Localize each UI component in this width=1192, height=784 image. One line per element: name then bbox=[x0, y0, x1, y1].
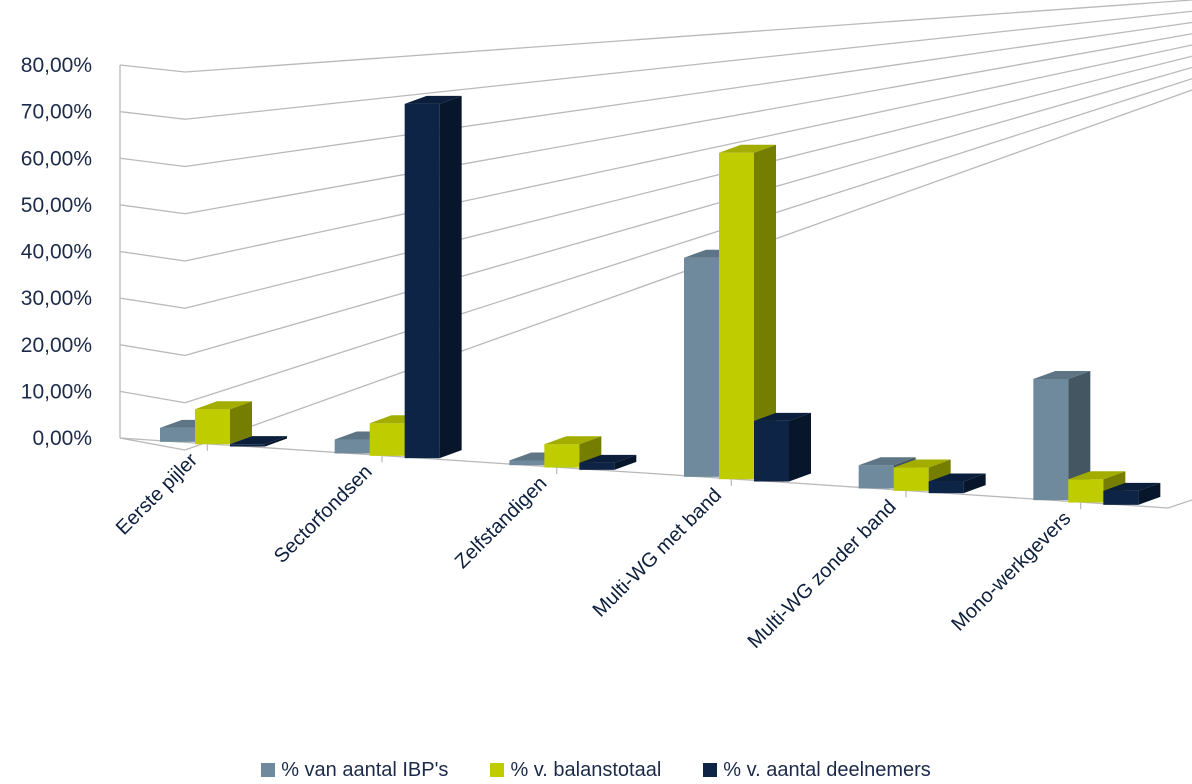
bar-front bbox=[404, 103, 440, 459]
y-tick-label: 20,00% bbox=[21, 334, 92, 357]
x-tick-label: Zelfstandigen bbox=[451, 473, 551, 573]
gridline bbox=[119, 204, 186, 215]
legend-swatch bbox=[490, 763, 505, 777]
bar-side bbox=[265, 436, 287, 447]
bar-top bbox=[893, 459, 951, 468]
gridline bbox=[184, 0, 1192, 73]
gridline bbox=[119, 250, 186, 262]
x-axis-line bbox=[119, 437, 1169, 509]
bar-top bbox=[1103, 482, 1161, 491]
y-tick-label: 60,00% bbox=[21, 147, 92, 170]
floor-edge bbox=[1167, 499, 1192, 509]
y-tick-label: 80,00% bbox=[21, 54, 92, 77]
bar-top bbox=[858, 457, 916, 466]
bars bbox=[160, 95, 1161, 505]
bar-side bbox=[614, 454, 637, 470]
bar-top bbox=[230, 436, 287, 445]
bar-front bbox=[230, 444, 265, 447]
gridline bbox=[184, 66, 1192, 357]
bar bbox=[928, 473, 986, 494]
bar-top bbox=[928, 473, 986, 482]
bar bbox=[719, 144, 776, 480]
bar-front bbox=[509, 460, 545, 466]
bar-top bbox=[719, 144, 776, 153]
gridline bbox=[119, 157, 186, 168]
bar bbox=[1033, 370, 1091, 501]
bar-top bbox=[1033, 370, 1091, 379]
bar bbox=[230, 436, 287, 447]
bar-side bbox=[1068, 370, 1091, 501]
legend-label: % van aantal IBP's bbox=[281, 758, 449, 781]
bar-front bbox=[1103, 490, 1139, 505]
gridline bbox=[119, 64, 186, 73]
bar-front bbox=[1068, 479, 1104, 503]
legend-swatch bbox=[261, 763, 276, 777]
legend-label: % v. balanstotaal bbox=[510, 758, 662, 781]
bar bbox=[404, 95, 462, 459]
legend-swatch bbox=[703, 763, 718, 777]
bar bbox=[1103, 482, 1161, 505]
bar-front bbox=[369, 423, 405, 456]
bar-side bbox=[963, 473, 986, 494]
bar-side bbox=[230, 401, 252, 445]
legend-item-deelnemers: % v. aantal deelnemers bbox=[703, 756, 931, 784]
bar-front bbox=[893, 467, 929, 491]
y-tick-label: 30,00% bbox=[21, 287, 92, 310]
x-tick-label: Multi-WG met band bbox=[589, 484, 726, 621]
bar-top bbox=[544, 436, 602, 445]
x-tick-label: Multi-WG zonder band bbox=[744, 496, 901, 653]
bar-front bbox=[544, 444, 580, 468]
legend-label: % v. aantal deelnemers bbox=[723, 758, 931, 781]
legend-item-ibp: % van aantal IBP's bbox=[261, 756, 448, 784]
gridline bbox=[119, 390, 186, 404]
x-tick-label: Sectorfondsen bbox=[270, 461, 377, 568]
bar-top bbox=[404, 95, 462, 104]
bar-front bbox=[684, 257, 719, 477]
bar bbox=[579, 454, 637, 470]
bar-front bbox=[334, 439, 370, 454]
gridlines bbox=[119, 0, 1192, 451]
bar-side bbox=[754, 144, 776, 480]
gridline bbox=[119, 437, 186, 451]
gridline bbox=[119, 110, 186, 120]
y-tick-label: 10,00% bbox=[21, 380, 92, 403]
legend-item-balanstotaal: % v. balanstotaal bbox=[490, 756, 661, 784]
bar-top bbox=[1068, 471, 1126, 480]
bar-side bbox=[1138, 482, 1161, 505]
bar-top bbox=[195, 401, 252, 410]
legend: % van aantal IBP's % v. balanstotaal % v… bbox=[0, 756, 1192, 784]
y-axis: 0,00% 10,00% 20,00% 30,00% 40,00% 50,00% 60,00… bbox=[21, 54, 1192, 509]
gridline bbox=[184, 10, 1192, 120]
y-tick-label: 50,00% bbox=[21, 194, 92, 217]
gridline bbox=[184, 21, 1192, 168]
bar-top bbox=[754, 412, 811, 421]
y-tick-label: 0,00% bbox=[32, 427, 92, 450]
bar-front bbox=[1033, 378, 1069, 501]
x-tick-label: Mono-werkgevers bbox=[947, 508, 1075, 636]
bar-front bbox=[195, 409, 230, 445]
gridline bbox=[184, 55, 1192, 309]
gridline bbox=[184, 78, 1192, 404]
gridline bbox=[119, 297, 186, 309]
bar-front bbox=[160, 427, 195, 442]
y-tick-label: 70,00% bbox=[21, 101, 92, 124]
x-tick-label: Eerste pijler bbox=[112, 449, 202, 539]
bar bbox=[754, 412, 811, 482]
gridline bbox=[184, 44, 1192, 262]
bar-front bbox=[719, 152, 754, 480]
bar-side bbox=[439, 95, 462, 459]
bar-top bbox=[579, 454, 637, 463]
bar-front bbox=[858, 465, 894, 489]
bar-side bbox=[789, 412, 811, 482]
y-tick-label: 40,00% bbox=[21, 241, 92, 264]
gridline bbox=[119, 344, 186, 357]
bar-front bbox=[928, 481, 964, 494]
bar-front bbox=[579, 462, 615, 470]
bar-front bbox=[754, 420, 789, 482]
bar bbox=[195, 401, 252, 445]
gridline bbox=[184, 33, 1192, 215]
